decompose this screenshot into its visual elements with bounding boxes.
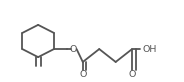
Text: O: O [79,70,86,79]
Text: O: O [70,45,77,54]
Text: O: O [128,70,136,79]
Text: OH: OH [143,45,157,54]
